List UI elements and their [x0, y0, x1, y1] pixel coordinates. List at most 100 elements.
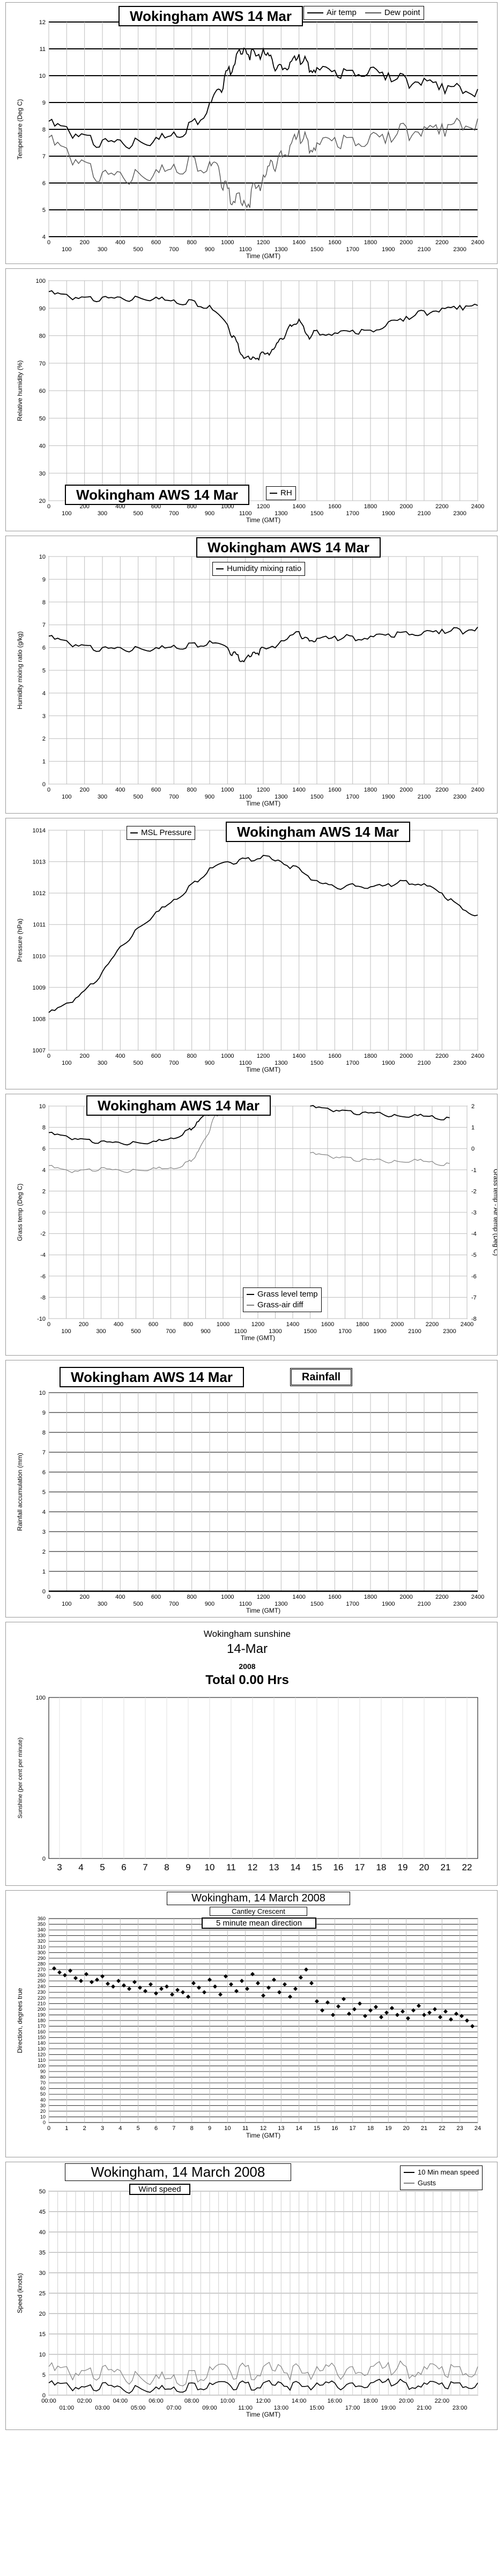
- x-tick-label: 01:00: [60, 2405, 75, 2411]
- x-tick-label: 1600: [328, 239, 341, 246]
- direction-point: [411, 2008, 416, 2012]
- x-tick-label: 16:00: [328, 2398, 343, 2404]
- y-tick-label: 150: [38, 2035, 46, 2040]
- rainfall-chart-panel: 0 1 2 3 4 5 6 7 8 9 10 0 200 400 600 800 1000 1200 1400 160…: [5, 1360, 498, 1618]
- pressure-chart-title: Wokingham AWS 14 Mar: [226, 822, 410, 842]
- direction-point: [250, 1972, 255, 1977]
- y-tick-label: 130: [38, 2046, 46, 2052]
- y-tick-label: 20: [40, 2109, 46, 2114]
- x-tick-label: 12:00: [256, 2398, 271, 2404]
- x-tick-label: 9: [186, 1862, 190, 1872]
- dew-point-line: [48, 118, 478, 208]
- x-tick-label: 600: [151, 1053, 161, 1059]
- y-tick-label: 80: [40, 2075, 46, 2080]
- direction-point: [57, 1970, 62, 1975]
- direction-point: [309, 1981, 314, 1986]
- x-tick-label: 23:00: [453, 2405, 468, 2411]
- wind-direction-chart-label: 5 minute mean direction: [202, 1918, 316, 1929]
- y-tick-label: 1009: [33, 985, 46, 991]
- x-tick-label: 5: [137, 2125, 140, 2132]
- x-tick-label: 03:00: [95, 2405, 110, 2411]
- y-tick-label: 70: [40, 2080, 46, 2085]
- x-tick-label: 6: [154, 2125, 158, 2132]
- direction-point: [368, 2008, 373, 2012]
- x-tick-label: 19: [385, 2125, 391, 2132]
- x-tick-label: 11: [242, 2125, 248, 2132]
- direction-point: [68, 1968, 72, 1973]
- y-tick-label: 8: [42, 1125, 46, 1131]
- y-tick-label: 60: [39, 388, 46, 394]
- y2-tick-label: -2: [471, 1188, 477, 1195]
- x-tick-label: 0: [47, 1053, 50, 1059]
- x-tick-label: 2000: [399, 1053, 412, 1059]
- y-tick-label: 290: [38, 1956, 46, 1961]
- direction-point: [261, 1993, 265, 1998]
- x-tick-label: 8: [164, 1862, 169, 1872]
- x-tick-label: 14: [291, 1862, 301, 1872]
- x-tick-label: 600: [149, 1321, 158, 1328]
- y-tick-label: 100: [36, 1695, 46, 1701]
- x-tick-label: 2100: [418, 794, 431, 800]
- y-tick-label: 350: [38, 1922, 46, 1927]
- x-tick-label: 1200: [257, 787, 270, 793]
- direction-point: [443, 2009, 448, 2014]
- x-tick-label: 9: [208, 2125, 211, 2132]
- x-tick-label: 800: [187, 787, 196, 793]
- x-tick-label: 5: [100, 1862, 105, 1872]
- dew-point-swatch: [365, 12, 381, 13]
- y-axis-label: Rainfall accumulation (mm): [16, 1453, 24, 1531]
- x-tick-label: 09:00: [202, 2405, 217, 2411]
- direction-point: [374, 2004, 378, 2009]
- direction-point: [325, 2000, 330, 2005]
- x-tick-label: 1500: [303, 1328, 316, 1335]
- x-tick-label: 11: [226, 1862, 236, 1872]
- x-tick-label: 4: [118, 2125, 122, 2132]
- grass-temp-legend-label: Grass level temp: [257, 1290, 318, 1299]
- wind-speed-chart-svg: 0 5 10 15 20 25 30 35 40 45 50 00:00 02:00 04:00 06:00…: [16, 2189, 478, 2418]
- direction-point: [288, 1994, 292, 1999]
- x-tick-label: 1300: [275, 246, 287, 253]
- direction-point: [79, 1979, 83, 1984]
- y-tick-label: 50: [39, 415, 46, 422]
- direction-point: [293, 1986, 298, 1991]
- y-tick-label: 0: [42, 781, 46, 788]
- y-tick-label: 170: [38, 2024, 46, 2029]
- x-tick-label: 600: [151, 1594, 161, 1600]
- x-tick-label: 11:00: [238, 2405, 253, 2411]
- y-tick-label: -10: [37, 1316, 46, 1322]
- x-tick-label: 600: [151, 239, 161, 246]
- x-tick-label: 2200: [435, 1594, 448, 1600]
- x-tick-label: 18: [367, 2125, 374, 2132]
- x-tick-label: 1300: [269, 1328, 281, 1335]
- x-tick-label: 1500: [310, 1060, 323, 1066]
- direction-point: [347, 2011, 351, 2016]
- x-tick-label: 1300: [275, 1601, 287, 1607]
- y-axis-label: Temperature (Deg C): [16, 99, 24, 160]
- y-tick-label: 10: [39, 73, 46, 79]
- y-tick-label: 10: [39, 1390, 46, 1396]
- y-tick-label: 4: [42, 234, 46, 240]
- x-tick-label: 0: [47, 239, 50, 246]
- y-tick-label: 0: [42, 1856, 46, 1862]
- x-tick-label: 2300: [443, 1328, 456, 1335]
- y-tick-label: 1010: [33, 953, 46, 960]
- y-tick-label: 30: [39, 2270, 46, 2277]
- x-tick-label: 1700: [346, 1060, 359, 1066]
- y-tick-label: 0: [42, 1210, 46, 1216]
- x-tick-label: 0: [47, 2125, 50, 2132]
- y-tick-label: 40: [39, 2229, 46, 2236]
- x-tick-label: 2400: [471, 787, 484, 793]
- direction-point: [299, 1975, 303, 1980]
- y-tick-label: 180: [38, 2018, 46, 2023]
- y2-tick-label: -4: [471, 1231, 477, 1238]
- x-tick-label: 600: [151, 503, 161, 510]
- y-axis-label: Direction, degrees true: [16, 1988, 24, 2053]
- direction-point: [90, 1980, 94, 1985]
- direction-point: [352, 2007, 357, 2011]
- direction-point: [159, 1986, 164, 1991]
- x-tick-label: 2400: [471, 239, 484, 246]
- y-tick-label: 0: [43, 2120, 46, 2125]
- x-tick-label: 18:00: [363, 2398, 378, 2404]
- x-tick-label: 600: [151, 787, 161, 793]
